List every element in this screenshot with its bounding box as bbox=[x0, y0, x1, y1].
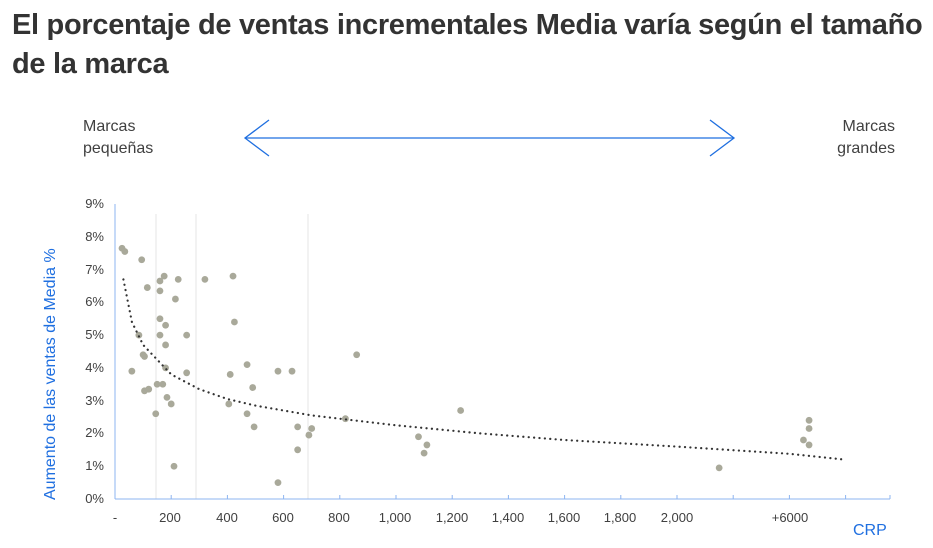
y-tick-label: 3% bbox=[85, 392, 104, 408]
x-tick-label: 400 bbox=[216, 510, 238, 525]
data-point bbox=[294, 446, 302, 454]
x-tick-label: 1,400 bbox=[491, 510, 525, 525]
data-point bbox=[274, 367, 282, 375]
data-point bbox=[170, 462, 178, 470]
data-point bbox=[152, 410, 160, 418]
data-point bbox=[229, 272, 237, 280]
y-tick-label: 2% bbox=[85, 425, 104, 441]
data-point bbox=[156, 315, 164, 323]
x-tick-label: 600 bbox=[272, 510, 294, 525]
y-tick-label: 7% bbox=[85, 261, 104, 277]
y-axis-label: Aumento de las ventas de Media % bbox=[42, 248, 59, 500]
data-point bbox=[288, 367, 296, 375]
double-arrow-icon bbox=[243, 119, 736, 157]
data-point bbox=[167, 400, 175, 408]
data-point bbox=[156, 287, 164, 295]
small-brands-label: Marcas pequeñas bbox=[83, 118, 154, 157]
data-point bbox=[457, 407, 465, 414]
data-point bbox=[172, 295, 179, 303]
data-point bbox=[353, 351, 361, 359]
data-point bbox=[162, 321, 169, 329]
data-point bbox=[183, 369, 191, 377]
data-point bbox=[308, 425, 316, 432]
x-axis-label: CRP bbox=[853, 522, 887, 539]
data-point bbox=[294, 423, 302, 431]
data-point bbox=[143, 284, 151, 291]
data-point bbox=[183, 331, 191, 339]
data-point bbox=[225, 400, 233, 408]
y-tick-label: 5% bbox=[85, 327, 104, 343]
data-point bbox=[250, 423, 258, 431]
data-point bbox=[805, 441, 813, 449]
x-tick-label: 1,200 bbox=[435, 510, 469, 525]
x-tick-label: - bbox=[112, 510, 118, 525]
y-tick-label: 1% bbox=[85, 458, 104, 474]
data-point bbox=[135, 331, 143, 339]
y-tick-label: 6% bbox=[85, 294, 104, 310]
x-tick-label: 1,000 bbox=[378, 510, 412, 525]
data-point bbox=[163, 393, 171, 401]
data-point bbox=[415, 433, 422, 441]
data-point bbox=[249, 384, 257, 391]
data-point bbox=[423, 441, 431, 449]
y-tick-label: 4% bbox=[85, 359, 104, 375]
y-tick-label: 0% bbox=[85, 491, 104, 506]
data-point bbox=[153, 380, 161, 388]
data-point bbox=[141, 353, 148, 360]
data-point bbox=[128, 367, 136, 375]
data-point bbox=[800, 436, 807, 444]
data-point bbox=[145, 385, 153, 393]
data-point bbox=[420, 449, 428, 457]
data-point bbox=[121, 248, 129, 255]
data-point bbox=[174, 275, 182, 283]
y-tick-label: 9% bbox=[85, 196, 104, 211]
x-tick-label: 2,000 bbox=[660, 510, 694, 525]
x-tick-label: 800 bbox=[328, 510, 350, 525]
data-point bbox=[160, 272, 168, 280]
data-point bbox=[201, 275, 209, 283]
large-brands-label: Marcas grandes bbox=[837, 118, 895, 157]
data-point bbox=[805, 416, 813, 424]
x-tick-label: 1,800 bbox=[603, 510, 637, 525]
data-point bbox=[274, 479, 282, 487]
data-point bbox=[226, 371, 234, 378]
data-point bbox=[231, 318, 238, 326]
data-point bbox=[159, 380, 167, 388]
data-point bbox=[156, 277, 164, 285]
page-title: El porcentaje de ventas incrementales Me… bbox=[12, 9, 923, 80]
data-point bbox=[243, 410, 251, 418]
trendline bbox=[122, 278, 847, 461]
data-point bbox=[162, 341, 169, 349]
y-tick-label: 8% bbox=[85, 228, 104, 244]
data-point bbox=[305, 431, 313, 439]
data-point bbox=[715, 464, 723, 472]
data-point bbox=[243, 361, 251, 369]
data-point bbox=[805, 425, 813, 432]
x-tick-label: 1,600 bbox=[547, 510, 581, 525]
x-tick-label: 200 bbox=[159, 510, 181, 525]
data-point bbox=[138, 256, 146, 264]
data-point bbox=[156, 331, 164, 339]
x-tick-label: +6000 bbox=[771, 510, 809, 525]
